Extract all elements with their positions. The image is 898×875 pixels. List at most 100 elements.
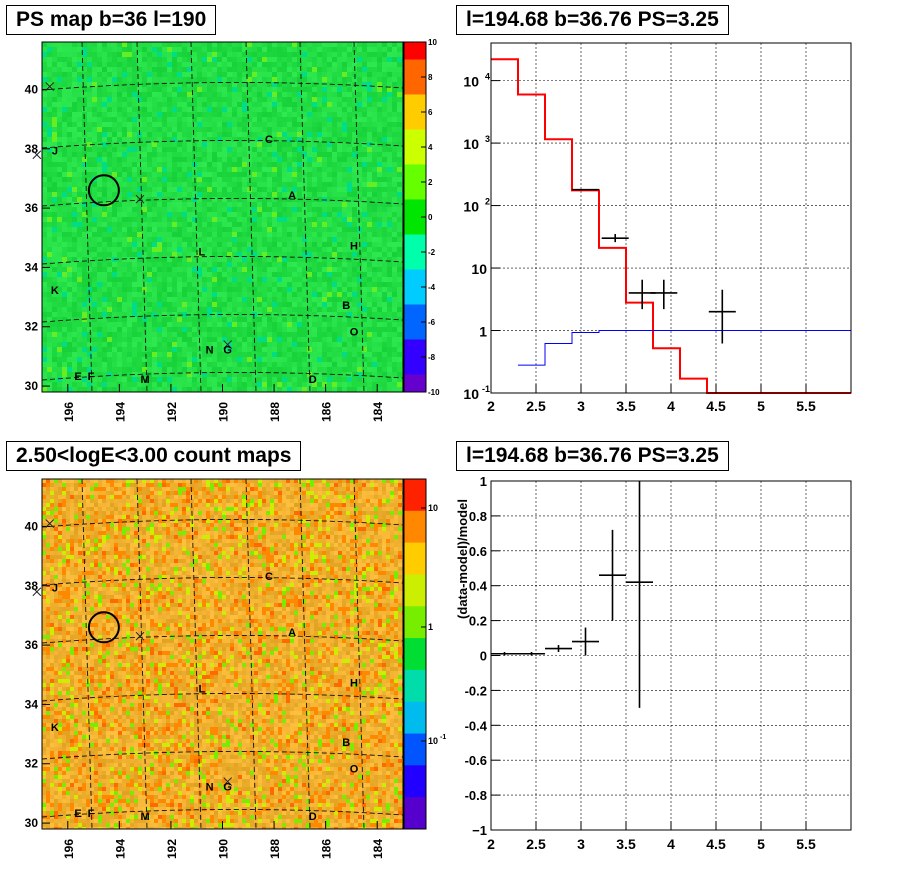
map-pixel	[202, 267, 207, 272]
map-pixel	[162, 127, 167, 132]
map-pixel	[207, 77, 212, 82]
map-pixel	[207, 172, 212, 177]
map-pixel	[247, 257, 252, 262]
map-pixel	[132, 302, 137, 307]
map-pixel	[327, 372, 332, 377]
map-pixel	[182, 112, 187, 117]
map-pixel	[87, 137, 92, 142]
map-pixel	[257, 372, 262, 377]
map-pixel	[342, 287, 347, 292]
map-pixel	[197, 242, 202, 247]
map-pixel	[257, 202, 262, 207]
map-pixel	[157, 177, 162, 182]
map-pixel	[232, 277, 237, 282]
map-pixel	[367, 187, 372, 192]
map-pixel	[232, 207, 237, 212]
map-pixel	[67, 377, 72, 382]
map-pixel	[87, 72, 92, 77]
map-pixel	[242, 352, 247, 357]
map-pixel	[117, 297, 122, 302]
map-pixel	[272, 237, 277, 242]
map-pixel	[52, 162, 57, 167]
map-pixel	[362, 227, 367, 232]
map-pixel	[302, 67, 307, 72]
map-pixel	[297, 242, 302, 247]
map-pixel	[42, 272, 47, 277]
map-pixel	[367, 177, 372, 182]
map-pixel	[157, 102, 162, 107]
map-pixel	[232, 262, 237, 267]
map-pixel	[97, 242, 102, 247]
map-pixel	[282, 192, 287, 197]
map-pixel	[117, 42, 122, 47]
map-pixel	[82, 97, 87, 102]
map-pixel	[327, 292, 332, 297]
map-pixel	[127, 227, 132, 232]
map-pixel	[362, 232, 367, 237]
map-pixel	[202, 377, 207, 382]
map-pixel	[187, 152, 192, 157]
map-pixel	[257, 157, 262, 162]
map-pixel	[157, 222, 162, 227]
map-pixel	[377, 257, 382, 262]
map-pixel	[292, 232, 297, 237]
map-pixel	[247, 307, 252, 312]
map-pixel	[72, 257, 77, 262]
map-pixel	[82, 247, 87, 252]
map-pixel	[392, 357, 397, 362]
map-pixel	[97, 57, 102, 62]
map-pixel	[72, 247, 77, 252]
map-pixel	[157, 52, 162, 57]
map-pixel	[332, 247, 337, 252]
map-pixel	[192, 307, 197, 312]
map-pixel	[82, 257, 87, 262]
map-pixel	[297, 42, 302, 47]
map-pixel	[77, 202, 82, 207]
map-pixel	[102, 62, 107, 67]
map-pixel	[87, 217, 92, 222]
map-pixel	[62, 192, 67, 197]
map-pixel	[177, 322, 182, 327]
map-pixel	[272, 47, 277, 52]
map-pixel	[162, 347, 167, 352]
map-pixel	[307, 177, 312, 182]
map-pixel	[167, 162, 172, 167]
map-pixel	[72, 352, 77, 357]
map-pixel	[277, 177, 282, 182]
map-pixel	[372, 352, 377, 357]
map-pixel	[52, 232, 57, 237]
map-pixel	[352, 242, 357, 247]
map-pixel	[307, 132, 312, 137]
map-pixel	[97, 232, 102, 237]
map-pixel	[87, 347, 92, 352]
map-pixel	[307, 202, 312, 207]
map-pixel	[227, 302, 232, 307]
map-pixel	[157, 262, 162, 267]
map-pixel	[242, 367, 247, 372]
map-pixel	[57, 287, 62, 292]
map-pixel	[152, 82, 157, 87]
map-pixel	[347, 122, 352, 127]
map-pixel	[92, 222, 97, 227]
map-pixel	[367, 362, 372, 367]
map-pixel	[247, 117, 252, 122]
map-pixel	[217, 77, 222, 82]
map-pixel	[57, 147, 62, 152]
map-pixel	[322, 287, 327, 292]
map-pixel	[182, 307, 187, 312]
map-pixel	[222, 152, 227, 157]
map-pixel	[77, 257, 82, 262]
map-pixel	[207, 102, 212, 107]
map-pixel	[397, 182, 402, 187]
map-pixel	[342, 102, 347, 107]
map-pixel	[57, 167, 62, 172]
map-pixel	[392, 257, 397, 262]
map-pixel	[62, 232, 67, 237]
map-pixel	[377, 107, 382, 112]
map-pixel	[107, 272, 112, 277]
map-pixel	[192, 377, 197, 382]
map-pixel	[137, 282, 142, 287]
map-pixel	[117, 177, 122, 182]
map-pixel	[307, 52, 312, 57]
map-pixel	[117, 242, 122, 247]
